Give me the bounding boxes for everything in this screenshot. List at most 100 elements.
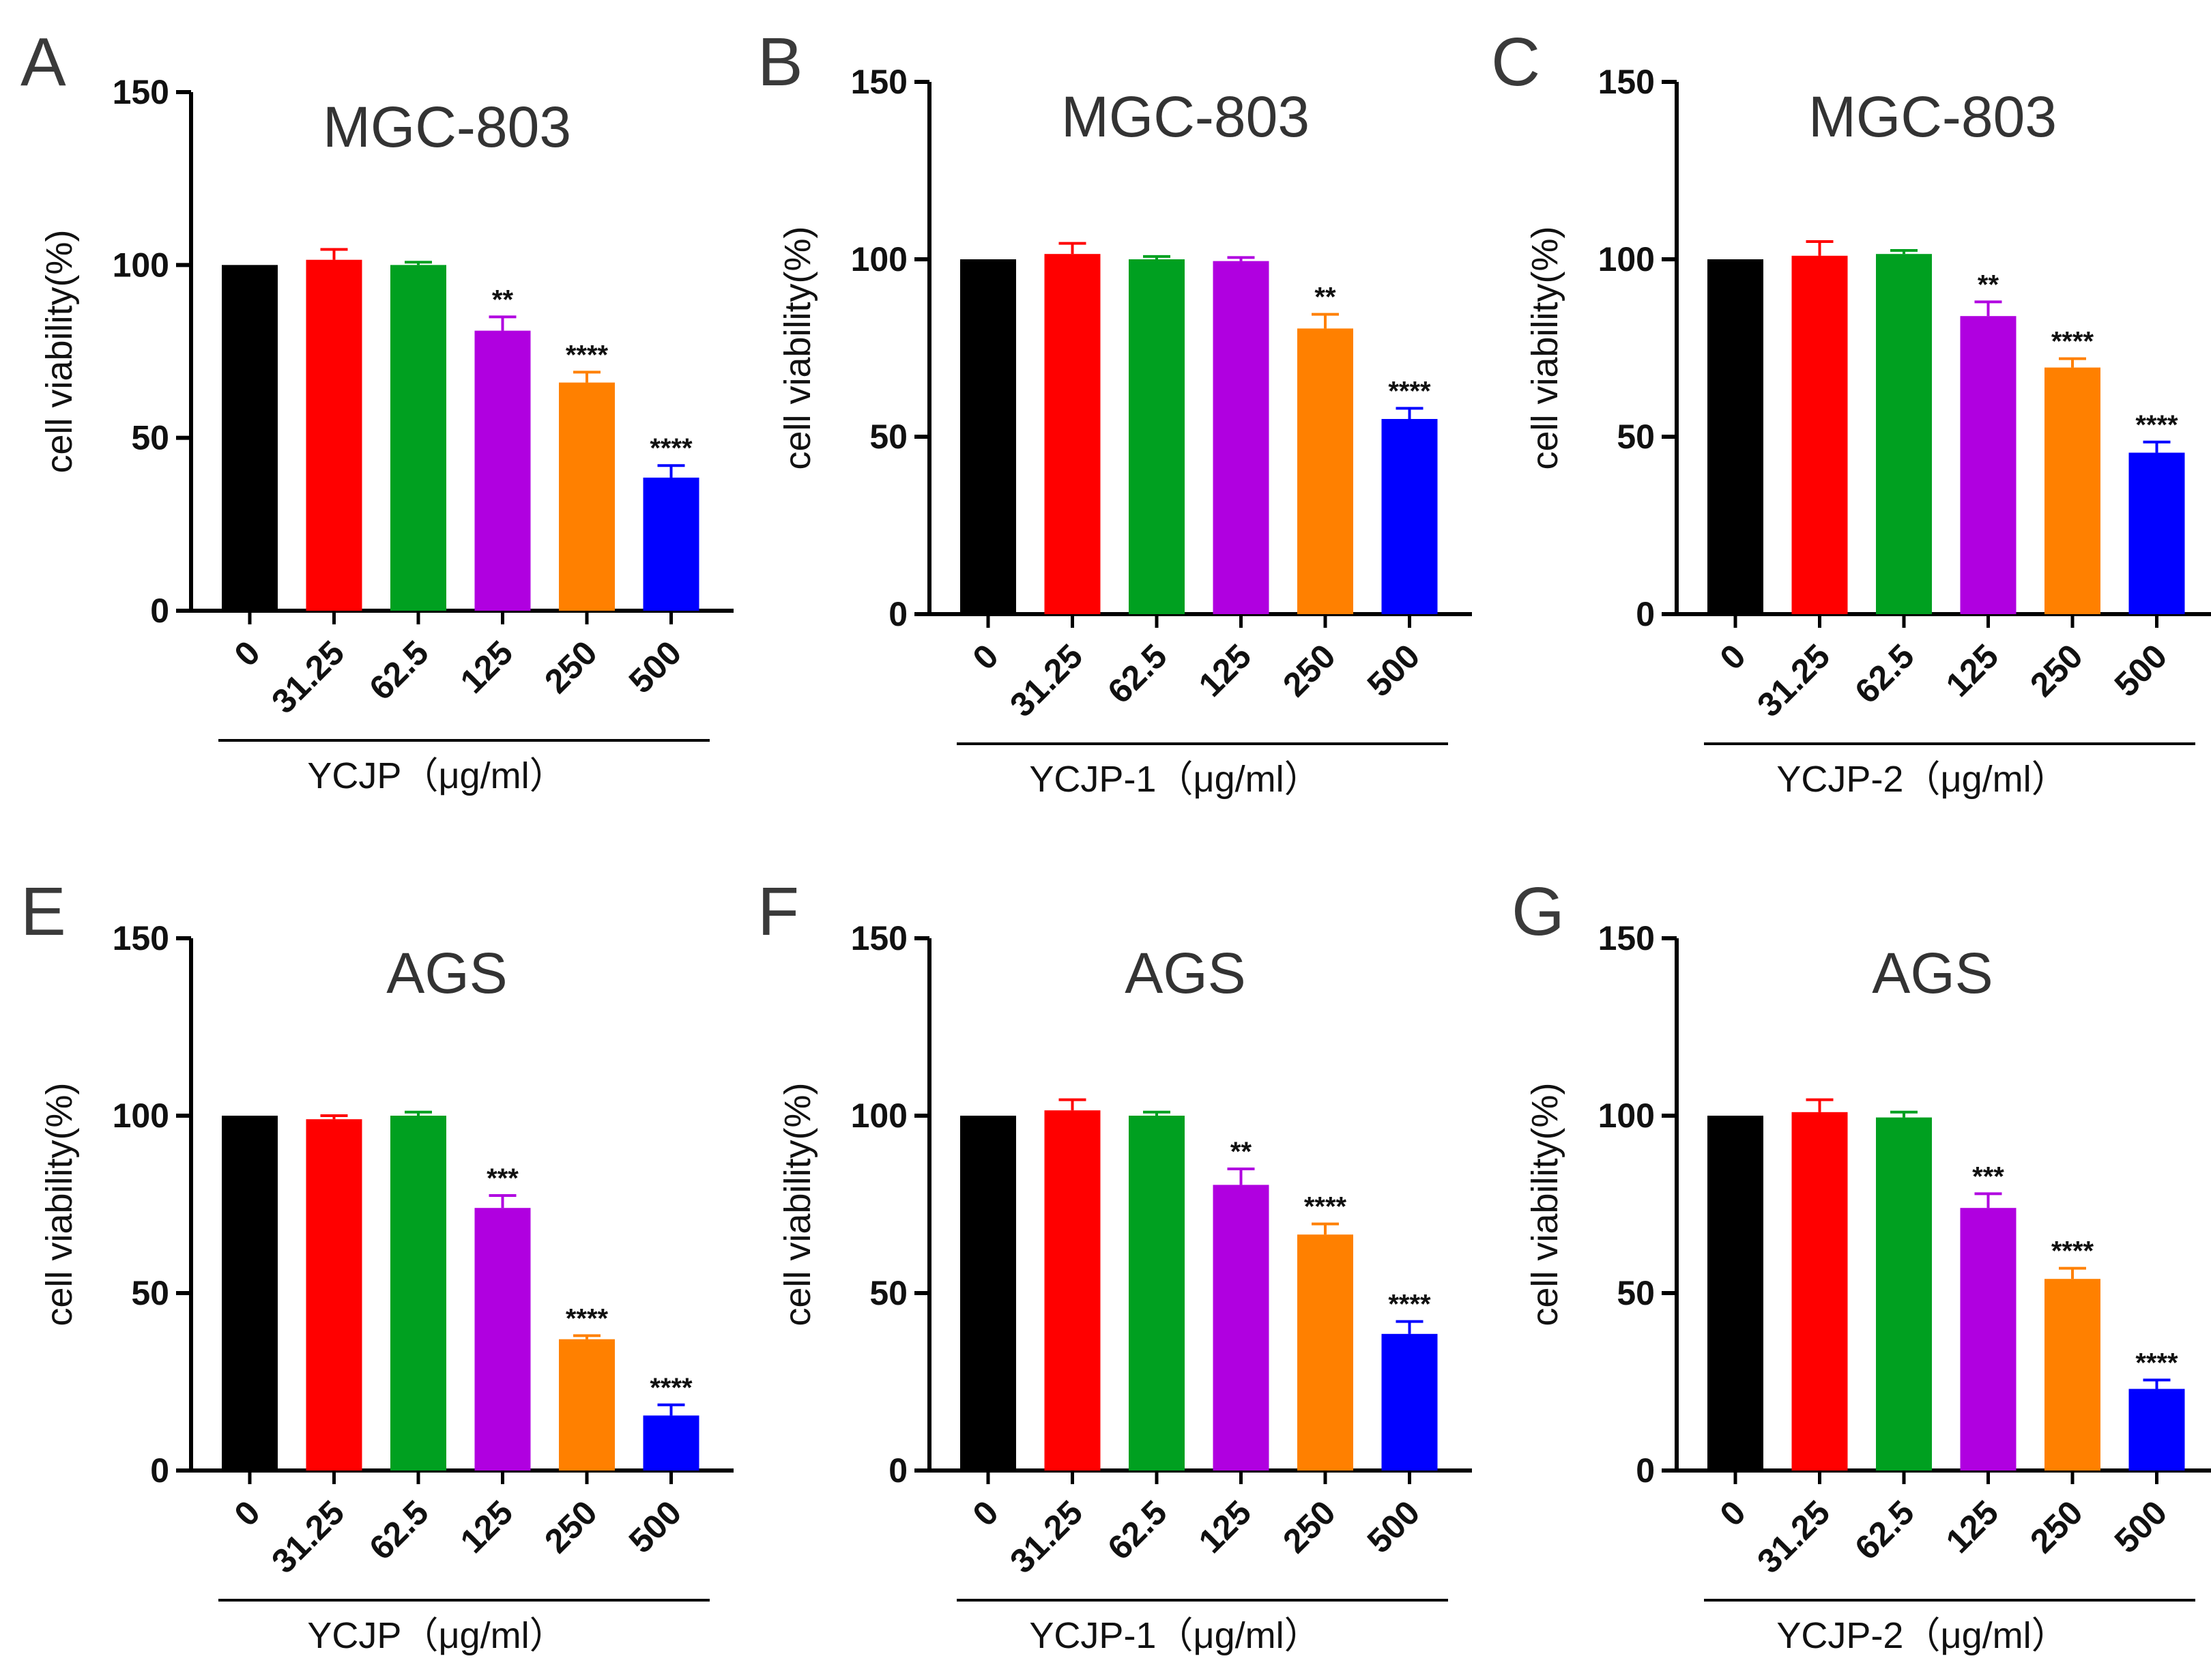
- y-axis-label: cell viability(%): [1524, 226, 1565, 469]
- chart-title: MGC-803: [1061, 85, 1310, 149]
- y-tick-label: 50: [131, 1274, 169, 1312]
- bar-250: [2044, 1279, 2100, 1471]
- x-tick-label: 31.25: [1002, 1493, 1090, 1580]
- bar-125: [474, 1208, 531, 1471]
- y-tick-label: 100: [1598, 240, 1655, 278]
- bar-0: [222, 1116, 278, 1471]
- y-tick-label: 0: [888, 595, 908, 633]
- x-tick-label: 500: [2107, 1493, 2175, 1561]
- x-axis-label: YCJP（μg/ml）: [307, 1615, 566, 1656]
- y-tick-label: 0: [150, 1451, 169, 1490]
- bar-500: [2128, 1389, 2185, 1471]
- panel-letter: F: [757, 873, 799, 950]
- y-tick-label: 150: [1598, 919, 1655, 957]
- x-tick-label: 500: [2107, 637, 2175, 704]
- bar-0: [1707, 259, 1763, 614]
- x-tick-label: 250: [1275, 637, 1343, 704]
- significance-label: ****: [2135, 410, 2178, 440]
- y-axis-label: cell viability(%): [1524, 1082, 1565, 1326]
- chart-title: MGC-803: [1808, 85, 2057, 149]
- y-tick-label: 100: [1598, 1097, 1655, 1135]
- significance-label: ****: [566, 340, 609, 370]
- x-tick-label: 62.5: [1847, 637, 1921, 710]
- bar-250: [2044, 367, 2100, 614]
- x-tick-label: 31.25: [1750, 637, 1837, 724]
- y-axis-label: cell viability(%): [777, 226, 818, 469]
- bar-62.5: [390, 265, 446, 611]
- x-tick-label: 31.25: [1002, 637, 1090, 724]
- panel-letter: C: [1491, 24, 1540, 100]
- x-tick-label: 125: [1939, 637, 2006, 704]
- panel-letter: E: [20, 873, 66, 950]
- bar-250: [1297, 328, 1353, 614]
- significance-label: ***: [487, 1163, 519, 1193]
- chart-title: AGS: [386, 941, 507, 1005]
- significance-label: ****: [566, 1303, 609, 1333]
- x-axis-label: YCJP-1（μg/ml）: [1029, 759, 1320, 800]
- y-tick-label: 100: [851, 240, 908, 278]
- bar-500: [2128, 452, 2185, 614]
- x-tick-label: 62.5: [1847, 1493, 1921, 1567]
- bar-250: [559, 382, 615, 611]
- x-tick-label: 500: [622, 633, 689, 701]
- bar-125: [1960, 316, 2017, 614]
- x-tick-label: 125: [453, 633, 521, 701]
- significance-label: ****: [1304, 1192, 1347, 1222]
- x-tick-label: 500: [1360, 1493, 1428, 1561]
- chart-title: AGS: [1125, 941, 1245, 1005]
- y-tick-label: 150: [851, 63, 908, 101]
- significance-label: ****: [1388, 1290, 1431, 1320]
- x-tick-label: 0: [1713, 637, 1753, 677]
- significance-label: ****: [650, 1373, 693, 1403]
- bar-500: [1381, 419, 1438, 614]
- y-axis-label: cell viability(%): [39, 1082, 80, 1326]
- x-tick-label: 31.25: [264, 633, 351, 721]
- significance-label: **: [1978, 270, 1999, 300]
- panel-letter: G: [1512, 873, 1565, 950]
- y-tick-label: 0: [888, 1451, 908, 1490]
- bar-31.25: [306, 259, 362, 611]
- significance-label: **: [1314, 283, 1336, 313]
- y-axis-label: cell viability(%): [39, 229, 80, 473]
- x-tick-label: 0: [966, 637, 1006, 677]
- y-tick-label: 150: [113, 919, 169, 957]
- bar-0: [222, 265, 278, 611]
- y-tick-label: 0: [1636, 1451, 1655, 1490]
- chart-title: AGS: [1872, 941, 1993, 1005]
- x-tick-label: 500: [1360, 637, 1428, 704]
- significance-label: ****: [2051, 327, 2094, 357]
- y-tick-label: 50: [869, 1274, 908, 1312]
- bar-62.5: [1129, 259, 1185, 614]
- x-axis-label: YCJP-1（μg/ml）: [1029, 1615, 1320, 1656]
- bar-250: [559, 1339, 615, 1471]
- x-tick-label: 500: [622, 1493, 689, 1561]
- panel-letter: A: [20, 24, 66, 100]
- bar-0: [1707, 1116, 1763, 1471]
- bar-0: [960, 259, 1016, 614]
- x-axis-label: YCJP-2（μg/ml）: [1776, 1615, 2068, 1656]
- x-tick-label: 250: [537, 1493, 605, 1561]
- y-axis-label: cell viability(%): [777, 1082, 818, 1326]
- bar-31.25: [1044, 254, 1101, 614]
- bar-62.5: [1129, 1116, 1185, 1471]
- significance-label: ****: [2135, 1348, 2178, 1378]
- bar-31.25: [1791, 255, 1848, 614]
- y-tick-label: 0: [150, 592, 169, 630]
- panel-letter: B: [757, 24, 803, 100]
- significance-label: ****: [650, 433, 693, 463]
- x-tick-label: 125: [1191, 1493, 1259, 1561]
- y-tick-label: 150: [113, 73, 169, 111]
- x-tick-label: 250: [2023, 637, 2090, 704]
- bar-125: [1213, 261, 1269, 615]
- y-tick-label: 100: [113, 1097, 169, 1135]
- bar-31.25: [1791, 1112, 1848, 1471]
- y-tick-label: 0: [1636, 595, 1655, 633]
- significance-label: ***: [1972, 1161, 2004, 1191]
- x-tick-label: 0: [966, 1493, 1006, 1533]
- significance-label: **: [492, 285, 514, 315]
